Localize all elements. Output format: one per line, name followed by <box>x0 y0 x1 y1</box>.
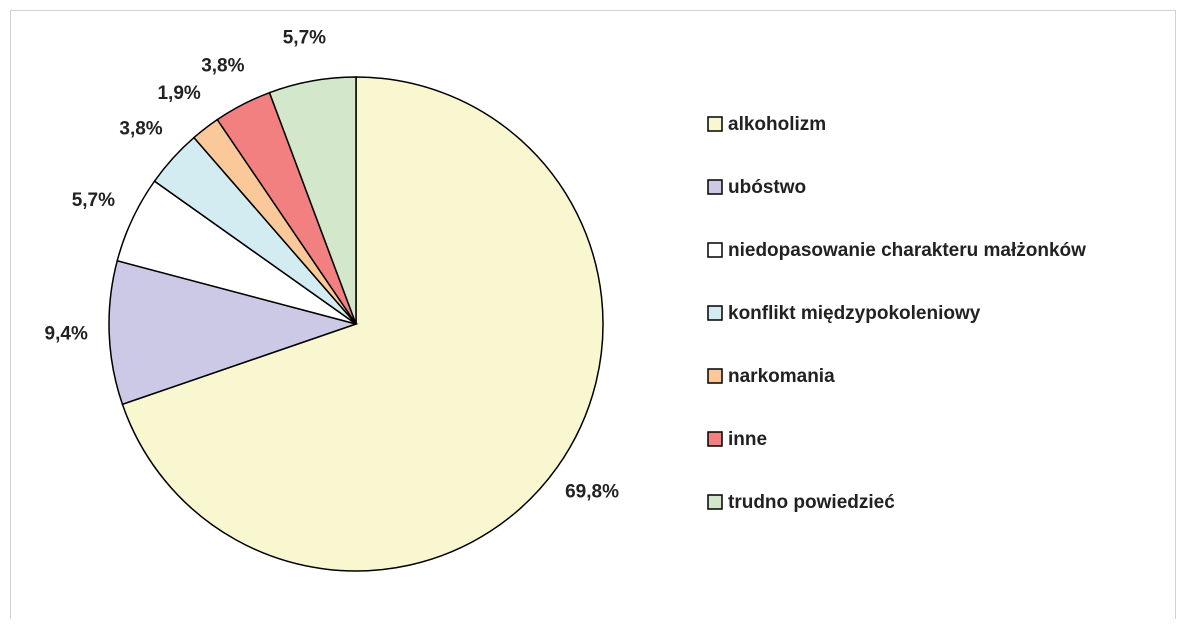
data-label: 5,7% <box>283 28 326 49</box>
pie-slice <box>108 259 359 406</box>
pie-slice <box>121 76 604 572</box>
legend-label: alkoholizm <box>728 114 826 135</box>
legend-swatch <box>707 431 723 447</box>
data-label: 5,7% <box>72 190 115 211</box>
frame <box>10 10 1176 619</box>
legend-swatch <box>707 242 723 258</box>
pie-slice <box>268 76 357 325</box>
legend-label: niedopasowanie charakteru małżonków <box>728 240 1086 261</box>
data-label: 3,8% <box>201 55 244 76</box>
legend-swatch <box>707 116 723 132</box>
legend-swatch <box>707 494 723 510</box>
legend-label: narkomania <box>728 366 835 387</box>
data-label: 9,4% <box>45 323 88 344</box>
legend-swatch <box>707 305 723 321</box>
legend-label: trudno powiedzieć <box>728 492 895 513</box>
data-label: 69,8% <box>565 481 619 502</box>
legend-label: ubóstwo <box>728 177 806 198</box>
legend-swatch <box>707 179 723 195</box>
legend-swatch <box>707 368 723 384</box>
legend-label: konflikt międzypokoleniowy <box>728 303 981 324</box>
data-label: 3,8% <box>119 118 162 139</box>
data-label: 1,9% <box>157 83 200 104</box>
legend-label: inne <box>728 429 767 450</box>
